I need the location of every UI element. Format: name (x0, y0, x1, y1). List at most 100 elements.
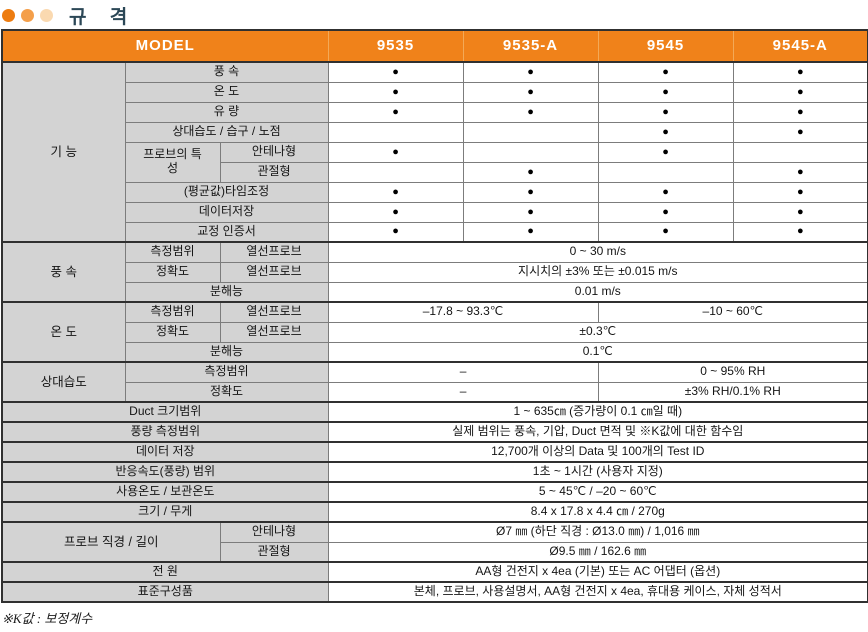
wind-range-value: 0 ~ 30 m/s (327, 241, 868, 263)
title-dot-medium-icon (21, 8, 34, 22)
probe-articulated-label: 관절형 (219, 541, 329, 563)
feature-mark-cell: ● (597, 81, 734, 103)
table-row: 사용온도 / 보관온도 5 ~ 45℃ / –20 ~ 60℃ (1, 481, 868, 503)
feature-label: 안테나형 (219, 141, 329, 163)
page-title: 규 격 (69, 6, 137, 28)
wind-accuracy-label: 정확도 (124, 261, 221, 283)
table-row: 상대습도 / 습구 / 노점 ● ● (2, 121, 868, 143)
feature-mark-cell: ● (462, 221, 599, 243)
feature-label: 풍 속 (124, 61, 329, 83)
feature-mark-cell: ● (597, 101, 734, 123)
feature-mark-cell: ● (327, 81, 464, 103)
table-row: 정확도 열선프로브 ±0.3℃ (2, 321, 868, 343)
table-row: Duct 크기범위 1 ~ 635㎝ (증가량이 0.1 ㎝일 때) (1, 401, 868, 423)
feature-mark-cell: ● (732, 201, 868, 223)
feature-mark-cell: ● (597, 141, 734, 163)
humidity-accuracy-label: 정확도 (124, 381, 329, 403)
table-row: (평균값)타임조정 ● ● ● ● (2, 181, 868, 203)
feature-label: 관절형 (219, 161, 329, 183)
title-dot-dark-icon (2, 8, 15, 22)
wind-accuracy-probe-label: 열선프로브 (219, 261, 329, 283)
title-dot-light-icon (40, 8, 53, 22)
model-header-label: MODEL (1, 29, 329, 63)
table-row: 전 원 AA형 건전지 x 4ea (기본) 또는 AC 어댑터 (옵션) (1, 561, 868, 583)
standard-components-label: 표준구성품 (1, 581, 329, 603)
feature-label: 데이터저장 (124, 201, 329, 223)
humidity-accuracy-value-9535: – (327, 381, 599, 403)
wind-range-probe-label: 열선프로브 (219, 241, 329, 263)
feature-mark-cell: ● (732, 181, 868, 203)
table-row: 정확도 열선프로브 지시치의 ±3% 또는 ±0.015 m/s (2, 261, 868, 283)
size-weight-label: 크기 / 무게 (1, 501, 329, 523)
table-row: 프로브 직경 / 길이 안테나형 Ø7 ㎜ (하단 직경 : Ø13.0 ㎜) … (1, 521, 868, 563)
section-title-bar: 규 격 (0, 0, 868, 28)
table-row: 풍 속 측정범위 열선프로브 0 ~ 30 m/s (1, 241, 868, 303)
feature-label: 온 도 (124, 81, 329, 103)
operating-temp-label: 사용온도 / 보관온도 (1, 481, 329, 503)
table-row: 데이터저장 ● ● ● ● (2, 201, 868, 223)
model-column-9535a: 9535-A (462, 29, 599, 63)
humidity-range-value-9545: 0 ~ 95% RH (597, 361, 868, 383)
feature-mark-cell: ● (597, 201, 734, 223)
feature-mark-cell: ● (327, 201, 464, 223)
temp-accuracy-value: ±0.3℃ (327, 321, 868, 343)
feature-mark-cell: ● (462, 101, 599, 123)
feature-mark-cell: ● (732, 101, 868, 123)
table-row: 크기 / 무게 8.4 x 17.8 x 4.4 ㎝ / 270g (1, 501, 868, 523)
table-row: 표준구성품 본체, 프로브, 사용설명서, AA형 건전지 x 4ea, 휴대용… (1, 581, 868, 603)
table-row: 데이터 저장 12,700개 이상의 Data 및 100개의 Test ID (1, 441, 868, 463)
table-row: 반응속도(풍량) 범위 1초 ~ 1시간 (사용자 지정) (1, 461, 868, 483)
power-value: AA형 건전지 x 4ea (기본) 또는 AC 어댑터 (옵션) (327, 561, 868, 583)
table-row: 분해능 0.01 m/s (2, 281, 868, 303)
probe-antenna-label: 안테나형 (219, 521, 329, 543)
temp-range-value-9545: –10 ~ 60℃ (597, 301, 868, 323)
data-storage-value: 12,700개 이상의 Data 및 100개의 Test ID (327, 441, 868, 463)
feature-mark-cell: ● (462, 181, 599, 203)
temp-range-value-9535: –17.8 ~ 93.3℃ (327, 301, 599, 323)
table-row: 유 량 ● ● ● ● (2, 101, 868, 123)
humidity-range-label: 측정범위 (124, 361, 329, 383)
humidity-range-value-9535: – (327, 361, 599, 383)
humidity-section-label: 상대습도 (1, 361, 126, 403)
feature-mark-cell: ● (462, 161, 599, 183)
feature-mark-cell: ● (732, 121, 868, 143)
feature-mark-cell: ● (462, 201, 599, 223)
feature-mark-cell: ● (327, 61, 464, 83)
operating-temp-value: 5 ~ 45℃ / –20 ~ 60℃ (327, 481, 868, 503)
table-row: 분해능 0.1℃ (2, 341, 868, 363)
temp-accuracy-label: 정확도 (124, 321, 221, 343)
features-section-label: 기 능 (1, 61, 126, 243)
feature-label: 유 량 (124, 101, 329, 123)
temp-resolution-label: 분해능 (124, 341, 329, 363)
wind-accuracy-value: 지시치의 ±3% 또는 ±0.015 m/s (327, 261, 868, 283)
model-column-9545a: 9545-A (732, 29, 868, 63)
feature-mark-cell: ● (732, 81, 868, 103)
feature-mark-cell: ● (732, 221, 868, 243)
feature-mark-cell (732, 141, 868, 163)
airflow-range-label: 풍량 측정범위 (1, 421, 329, 443)
feature-mark-cell: ● (597, 221, 734, 243)
standard-components-value: 본체, 프로브, 사용설명서, AA형 건전지 x 4ea, 휴대용 케이스, … (327, 581, 868, 603)
duct-size-value: 1 ~ 635㎝ (증가량이 0.1 ㎝일 때) (327, 401, 868, 423)
feature-mark-cell (327, 121, 464, 143)
feature-mark-cell (597, 161, 734, 183)
table-row: 관절형 Ø9.5 ㎜ / 162.6 ㎜ (2, 541, 868, 563)
duct-size-label: Duct 크기범위 (1, 401, 329, 423)
feature-mark-cell: ● (597, 61, 734, 83)
temperature-section-label: 온 도 (1, 301, 126, 363)
probe-feature-group-text: 프로브의 특성 (143, 147, 202, 175)
feature-mark-cell: ● (732, 161, 868, 183)
feature-mark-cell: ● (327, 141, 464, 163)
feature-mark-cell: ● (732, 61, 868, 83)
table-row: 기 능 풍 속 ● ● ● ● (1, 61, 868, 243)
feature-mark-cell: ● (597, 121, 734, 143)
table-row: 프로브의 특성 안테나형 ● ● (2, 141, 868, 183)
spec-table: MODEL 9535 9535-A 9545 9545-A 기 능 풍 속 ● … (1, 29, 868, 603)
feature-mark-cell: ● (462, 61, 599, 83)
feature-mark-cell: ● (597, 181, 734, 203)
k-value-footnote: ※K값 : 보정계수 (2, 611, 93, 626)
feature-mark-cell: ● (462, 81, 599, 103)
feature-mark-cell (327, 161, 464, 183)
table-row: 정확도 – ±3% RH/0.1% RH (2, 381, 868, 403)
